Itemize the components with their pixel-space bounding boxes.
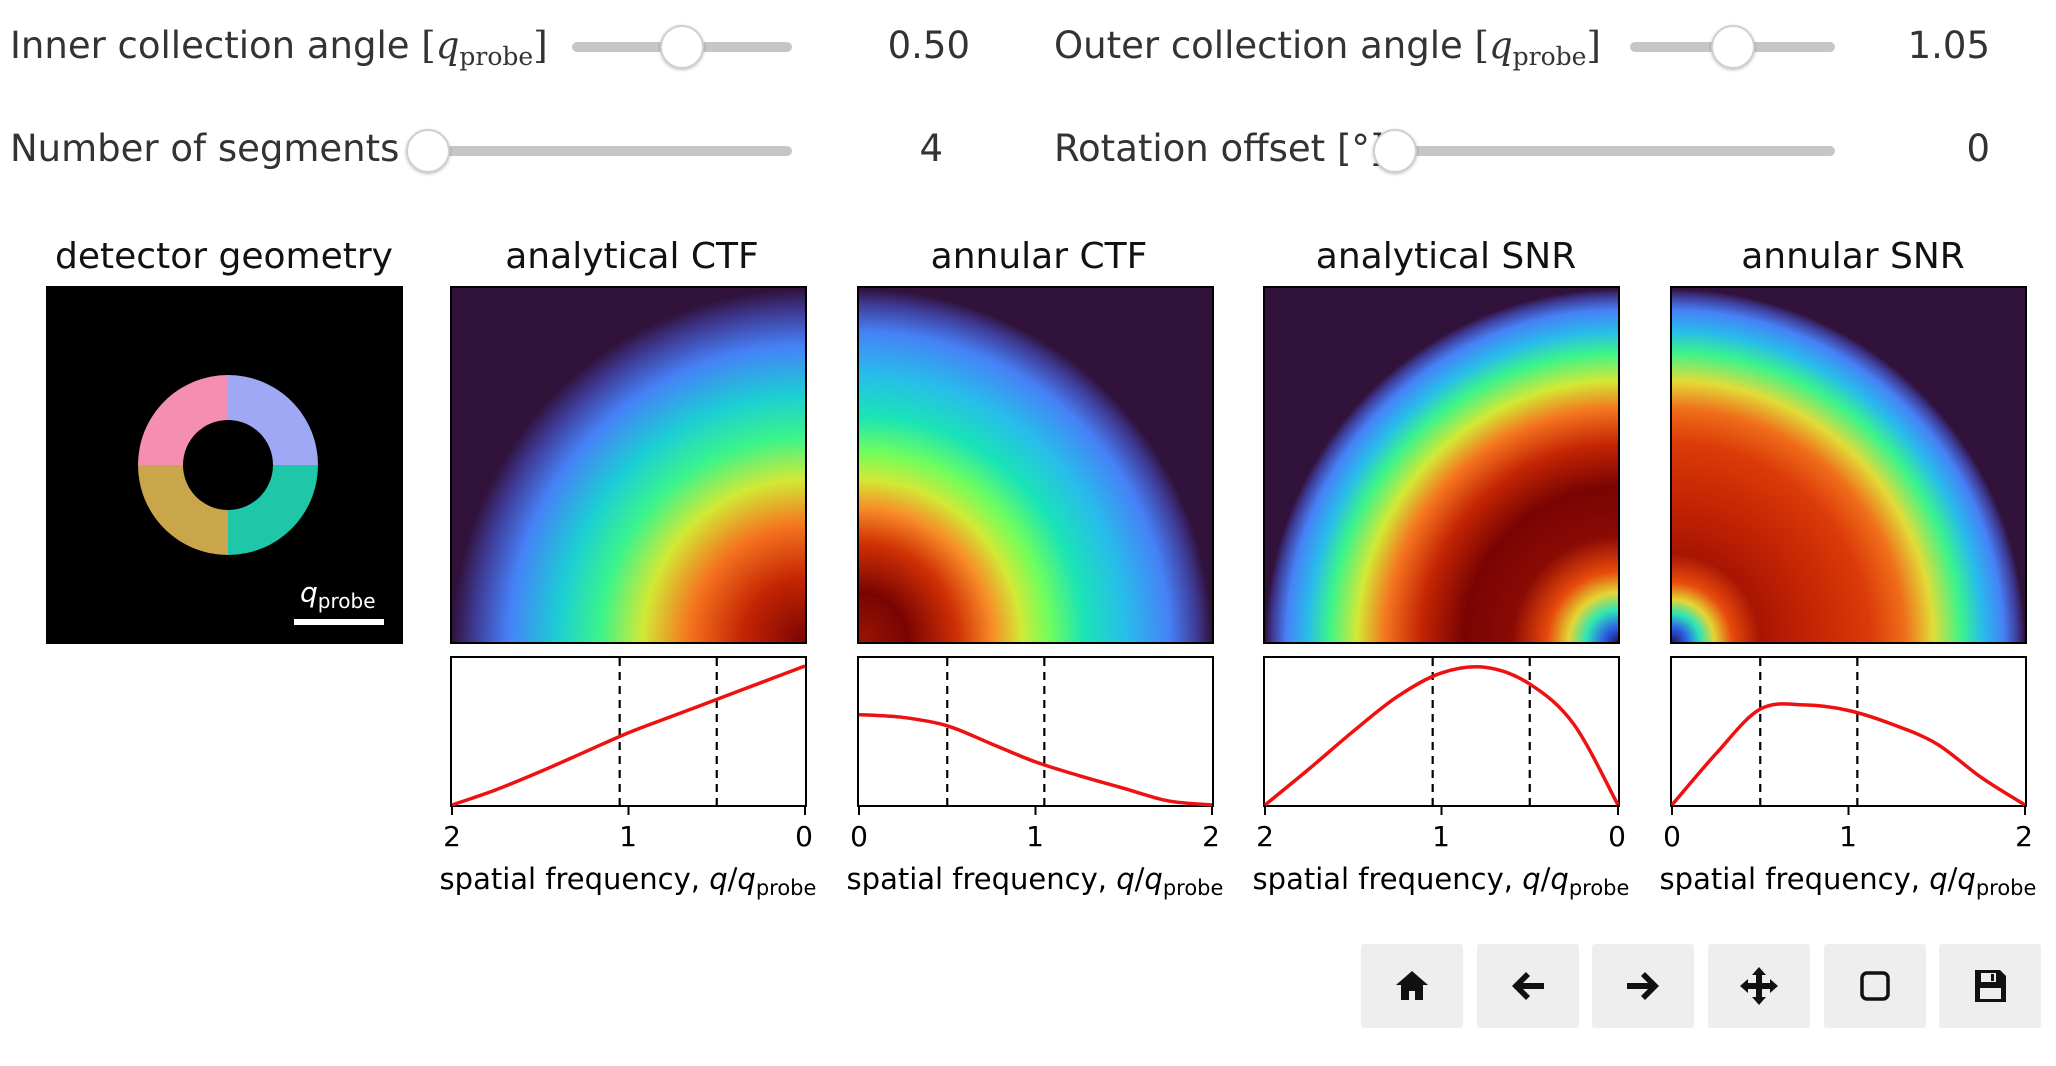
x-axis-label: spatial frequency, q/qprobe — [1252, 862, 1630, 900]
forward-button[interactable] — [1592, 944, 1694, 1028]
segments-value: 4 — [919, 127, 943, 170]
detector-segment-bottom-left — [138, 465, 228, 555]
x-axis-label: spatial frequency, q/qprobe — [846, 862, 1224, 900]
save-icon — [1975, 970, 2006, 1002]
xtick-label: 2 — [443, 820, 461, 853]
inner-angle-value: 0.50 — [887, 24, 970, 67]
back-button[interactable] — [1477, 944, 1579, 1028]
xtick-label: 0 — [1663, 820, 1681, 853]
annular-snr-title: annular SNR — [1741, 236, 1965, 277]
analytical-ctf-map — [450, 286, 807, 644]
xtick-label: 2 — [1202, 820, 1220, 853]
home-button[interactable] — [1361, 944, 1463, 1028]
zoom-rect-button[interactable] — [1824, 944, 1926, 1028]
annular-ctf-title: annular CTF — [930, 236, 1148, 277]
annular-ctf-curve — [858, 712, 1213, 807]
outer-angle-label: Outer collection angle [qprobe] — [1054, 24, 1601, 71]
annular-ctf-heatmap — [859, 288, 1212, 642]
xtick-label: 0 — [1608, 820, 1626, 853]
annular-ctf-map — [857, 286, 1214, 644]
annular-ctf-plot-frame — [857, 656, 1214, 807]
pan-icon — [1740, 967, 1778, 1005]
save-button[interactable] — [1939, 944, 2041, 1028]
inner-angle-slider-handle[interactable] — [660, 25, 704, 69]
xtick-label: 1 — [619, 820, 637, 853]
rotation-slider-handle[interactable] — [1373, 129, 1417, 173]
rotation-value: 0 — [1966, 127, 1990, 170]
pan-button[interactable] — [1708, 944, 1810, 1028]
segments-slider-track[interactable] — [428, 146, 792, 156]
scale-bar-label: qprobe — [300, 576, 376, 613]
analytical-ctf-curve — [451, 664, 806, 807]
analytical-snr-curve — [1263, 665, 1620, 807]
inner-angle-label: Inner collection angle [qprobe] — [10, 24, 548, 71]
forward-arrow-icon — [1627, 972, 1659, 1000]
analytical-snr-plot-frame — [1263, 656, 1620, 807]
xtick-label: 2 — [2015, 820, 2033, 853]
rotation-label: Rotation offset [°] — [1054, 127, 1385, 170]
analytical-ctf-title: analytical CTF — [505, 236, 759, 277]
annular-snr-heatmap — [1672, 288, 2025, 642]
xtick-label: 0 — [795, 820, 813, 853]
annular-snr-curve — [1670, 702, 2026, 807]
detector-title: detector geometry — [55, 236, 393, 277]
xtick-label: 1 — [1026, 820, 1044, 853]
outer-angle-value: 1.05 — [1907, 24, 1990, 67]
analytical-ctf-plot-frame — [450, 656, 807, 807]
detector-geometry-image: qprobe — [46, 286, 403, 644]
xtick-label: 1 — [1839, 820, 1857, 853]
xtick-label: 0 — [850, 820, 868, 853]
scale-bar — [294, 619, 384, 625]
analytical-snr-heatmap — [1265, 288, 1618, 642]
segments-label: Number of segments — [10, 127, 400, 170]
analytical-snr-title: analytical SNR — [1315, 236, 1577, 277]
xtick-label: 1 — [1432, 820, 1450, 853]
analytical-snr-map — [1263, 286, 1620, 644]
analytical-ctf-heatmap — [452, 288, 805, 642]
home-icon — [1396, 971, 1428, 1000]
detector-segment-bottom-right — [228, 465, 318, 555]
outer-angle-slider-handle[interactable] — [1710, 25, 1755, 69]
annular-snr-plot-frame — [1670, 656, 2027, 807]
xtick-label: 2 — [1256, 820, 1274, 853]
rotation-slider-track[interactable] — [1395, 146, 1835, 156]
x-axis-label: spatial frequency, q/qprobe — [439, 862, 817, 900]
back-arrow-icon — [1512, 972, 1544, 1000]
detector-segment-top-right — [228, 375, 318, 465]
detector-ring-graphic — [138, 375, 384, 625]
zoom-rect-icon — [1860, 971, 1890, 1001]
x-axis-label: spatial frequency, q/qprobe — [1659, 862, 2037, 900]
segments-slider-handle[interactable] — [406, 129, 450, 173]
annular-snr-map — [1670, 286, 2027, 644]
detector-segment-top-left — [138, 375, 228, 465]
